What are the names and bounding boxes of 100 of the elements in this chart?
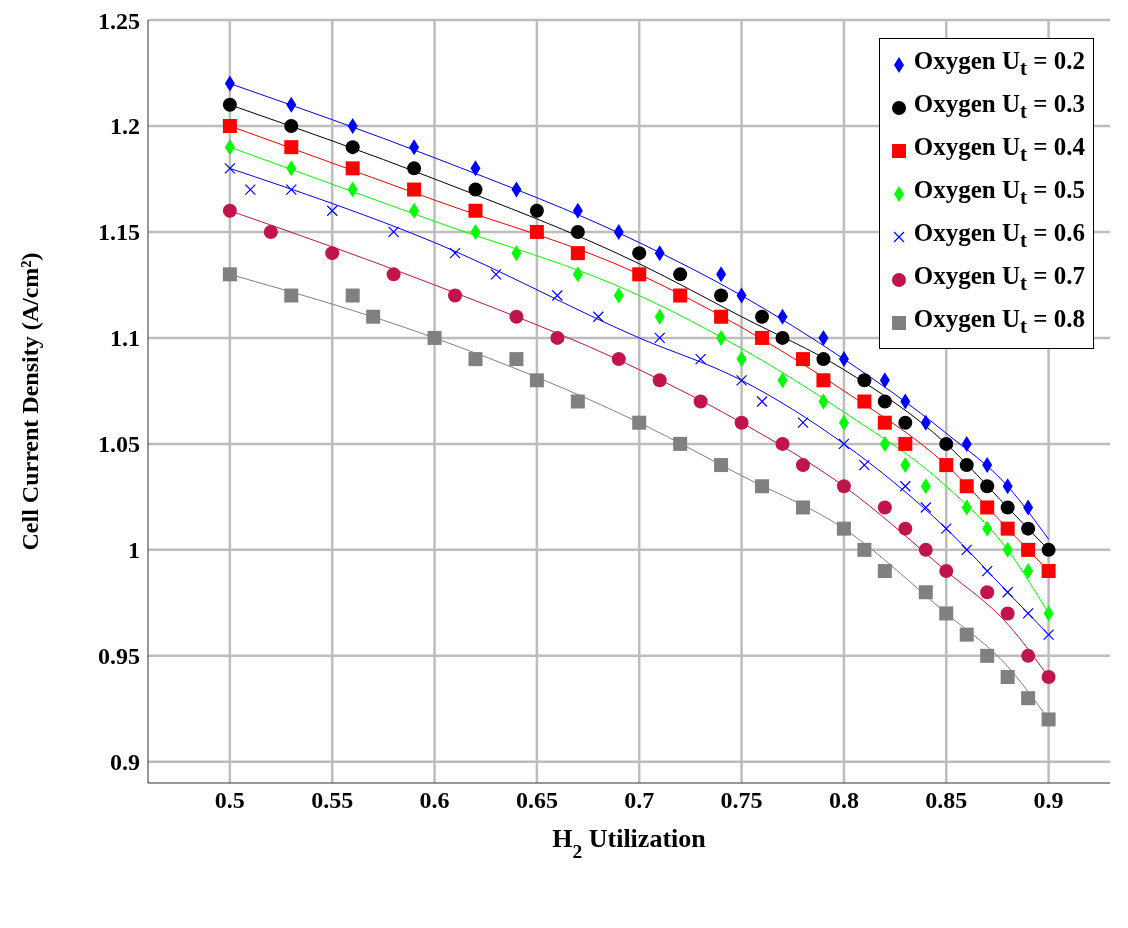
point bbox=[693, 394, 708, 409]
point bbox=[529, 203, 544, 218]
x-tick-label: 0.9 bbox=[1033, 787, 1064, 814]
point bbox=[449, 247, 461, 259]
point bbox=[222, 267, 237, 282]
point bbox=[244, 183, 256, 196]
point bbox=[509, 309, 524, 324]
y-tick-label: 1.1 bbox=[110, 325, 140, 352]
point bbox=[263, 224, 278, 239]
point bbox=[654, 332, 666, 344]
point bbox=[673, 436, 688, 451]
point bbox=[755, 330, 770, 345]
point bbox=[345, 288, 360, 303]
x-tick-label: 0.6 bbox=[419, 787, 450, 814]
x-tick-label: 0.7 bbox=[624, 787, 655, 814]
point bbox=[939, 458, 954, 473]
point bbox=[284, 118, 299, 133]
legend-label: Oxygen U$_{t}$ = 0.5 bbox=[913, 175, 1085, 211]
point bbox=[592, 311, 604, 323]
point bbox=[509, 352, 524, 367]
point bbox=[980, 648, 995, 663]
point bbox=[285, 183, 297, 196]
point bbox=[632, 246, 647, 261]
point bbox=[981, 565, 993, 577]
point bbox=[611, 352, 626, 367]
point bbox=[755, 309, 770, 324]
x-tick-label: 0.8 bbox=[828, 787, 859, 814]
point bbox=[632, 267, 647, 282]
point bbox=[222, 203, 237, 218]
point bbox=[920, 501, 932, 514]
point bbox=[1000, 606, 1015, 621]
point bbox=[1041, 712, 1056, 727]
point bbox=[899, 480, 911, 492]
point bbox=[918, 542, 933, 557]
point bbox=[714, 458, 729, 473]
point bbox=[1041, 564, 1056, 579]
y-tick-label: 0.95 bbox=[98, 643, 140, 670]
point bbox=[1041, 542, 1056, 557]
x-tick-label: 0.85 bbox=[925, 787, 968, 814]
point bbox=[877, 564, 892, 579]
point bbox=[775, 436, 790, 451]
point bbox=[1002, 586, 1014, 598]
point bbox=[224, 162, 236, 174]
point bbox=[795, 352, 810, 367]
x-tick-label: 0.55 bbox=[311, 787, 354, 814]
point bbox=[959, 627, 974, 642]
x-tick-label: 0.75 bbox=[720, 787, 763, 814]
point bbox=[898, 415, 913, 430]
point bbox=[961, 544, 973, 556]
point bbox=[857, 394, 872, 409]
legend-label: Oxygen U$_{t}$ = 0.4 bbox=[913, 132, 1085, 168]
point bbox=[877, 394, 892, 409]
point bbox=[756, 395, 768, 408]
y-tick-label: 1.25 bbox=[98, 7, 140, 34]
point bbox=[775, 330, 790, 345]
point bbox=[959, 479, 974, 494]
point bbox=[1041, 670, 1056, 685]
point bbox=[407, 161, 422, 176]
point bbox=[407, 182, 422, 197]
legend-label: Oxygen U$_{t}$ = 0.7 bbox=[913, 261, 1085, 297]
y-tick-label: 1 bbox=[128, 537, 140, 564]
point bbox=[386, 267, 401, 282]
point bbox=[570, 246, 585, 261]
point bbox=[1043, 629, 1055, 641]
point bbox=[345, 140, 360, 155]
point bbox=[222, 118, 237, 133]
point bbox=[795, 500, 810, 515]
point bbox=[877, 500, 892, 515]
x-tick-label: 0.5 bbox=[214, 787, 245, 814]
y-tick-label: 1.05 bbox=[98, 431, 140, 458]
point bbox=[959, 458, 974, 473]
legend-label: Oxygen U$_{t}$ = 0.3 bbox=[913, 89, 1085, 125]
point bbox=[632, 415, 647, 430]
point bbox=[816, 352, 831, 367]
point bbox=[980, 479, 995, 494]
point bbox=[1022, 607, 1034, 620]
point bbox=[551, 289, 563, 302]
point bbox=[939, 564, 954, 579]
point bbox=[1021, 542, 1036, 557]
point bbox=[1000, 670, 1015, 685]
x-axis-title: H$_{2}$ Utilization bbox=[552, 824, 707, 862]
point bbox=[468, 352, 483, 367]
y-tick-label: 0.9 bbox=[110, 749, 140, 776]
point bbox=[284, 140, 299, 155]
point bbox=[714, 309, 729, 324]
point bbox=[877, 415, 892, 430]
point bbox=[939, 436, 954, 451]
point bbox=[898, 436, 913, 451]
point bbox=[550, 330, 565, 345]
point bbox=[366, 309, 381, 324]
point bbox=[326, 205, 338, 217]
point bbox=[468, 182, 483, 197]
point bbox=[795, 458, 810, 473]
point bbox=[1021, 521, 1036, 536]
point bbox=[448, 288, 463, 303]
y-axis-title: Cell Current Density (A/cm²) bbox=[17, 252, 43, 551]
point bbox=[980, 585, 995, 600]
point bbox=[570, 394, 585, 409]
point bbox=[284, 288, 299, 303]
point bbox=[918, 585, 933, 600]
